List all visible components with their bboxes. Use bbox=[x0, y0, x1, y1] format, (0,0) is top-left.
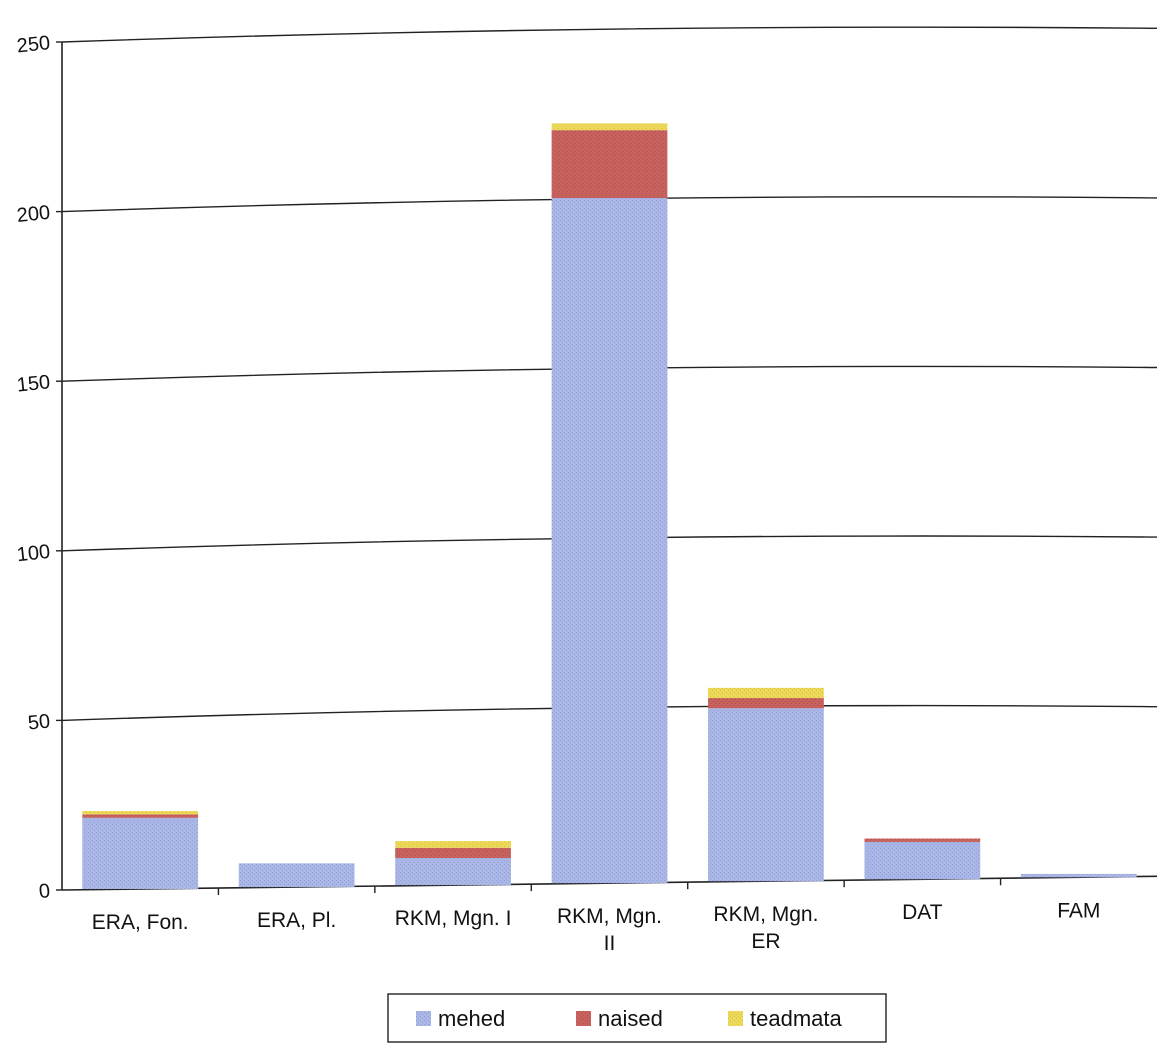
legend-label-mehed: mehed bbox=[438, 1006, 505, 1031]
x-category-label: RKM, Mgn. II bbox=[557, 905, 662, 955]
legend-swatch-naised bbox=[576, 1011, 591, 1026]
gridline-250 bbox=[61, 26, 1157, 43]
bar-segment-mehed bbox=[864, 841, 981, 880]
x-category-labels: ERA, Fon. ERA, Pl. RKM, Mgn. I RKM, Mgn. II R… bbox=[92, 899, 1101, 955]
bar-segment-mehed bbox=[238, 863, 355, 888]
x-category-label: ERA, Pl. bbox=[257, 909, 336, 932]
x-category-label: ERA, Fon. bbox=[92, 911, 189, 934]
bar-segment-mehed bbox=[551, 197, 668, 884]
y-tick-label: 250 bbox=[16, 32, 51, 57]
legend-label-teadmata: teadmata bbox=[750, 1006, 842, 1031]
bar-segment-naised bbox=[864, 838, 981, 842]
legend-swatch-mehed bbox=[416, 1011, 431, 1026]
x-category-label: RKM, Mgn. ER bbox=[713, 903, 818, 953]
bar-segment-naised bbox=[82, 814, 199, 818]
bars bbox=[82, 123, 1137, 890]
y-tick-label: 50 bbox=[27, 710, 51, 734]
bar-segment-teadmata bbox=[395, 841, 511, 848]
bar-segment-mehed bbox=[395, 857, 511, 886]
y-tick-label: 150 bbox=[16, 371, 51, 396]
legend: mehed naised teadmata bbox=[387, 993, 887, 1043]
legend-label-naised: naised bbox=[598, 1006, 663, 1031]
x-category-label: RKM, Mgn. I bbox=[395, 907, 512, 930]
legend-swatch-teadmata bbox=[728, 1011, 743, 1026]
bar-segment-teadmata bbox=[708, 687, 824, 699]
bar-segment-naised bbox=[708, 698, 824, 709]
bar-segment-mehed bbox=[82, 817, 199, 890]
bar-segment-mehed bbox=[1020, 873, 1137, 878]
y-tick-label: 200 bbox=[16, 202, 51, 227]
y-tick-labels: 0 50 100 150 200 250 bbox=[16, 32, 51, 903]
bar-segment-teadmata bbox=[551, 123, 668, 131]
bar-segment-naised bbox=[551, 130, 668, 198]
bar-segment-naised bbox=[395, 847, 511, 858]
x-category-label: DAT bbox=[902, 901, 943, 924]
y-tick-label: 100 bbox=[16, 541, 51, 566]
legend-box bbox=[387, 993, 887, 1043]
x-category-label: FAM bbox=[1057, 899, 1100, 922]
bar-segment-teadmata bbox=[82, 811, 199, 815]
bar-segment-mehed bbox=[708, 708, 824, 882]
y-tick-label: 0 bbox=[38, 880, 51, 903]
